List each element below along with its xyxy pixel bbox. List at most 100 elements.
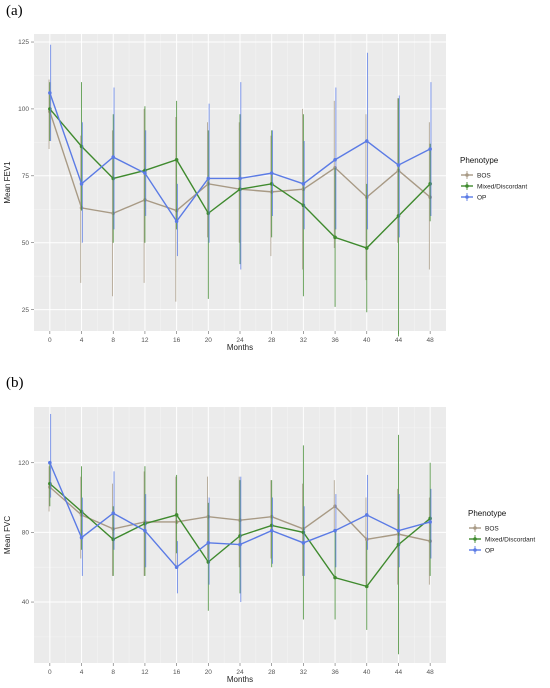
data-point	[111, 155, 116, 159]
x-tick-label: 20	[205, 337, 213, 344]
legend-label: OP	[485, 547, 494, 554]
legend-key-point	[465, 184, 469, 188]
data-point	[143, 171, 147, 175]
data-point	[428, 147, 432, 151]
x-tick-label: 48	[427, 337, 435, 344]
panel-a: (a) 0 4 8 12 16 20 24 28 32 36 40 44 48255075100125M…	[3, 3, 527, 352]
data-point	[364, 537, 369, 542]
data-point	[111, 176, 116, 181]
data-point	[269, 171, 274, 175]
data-point	[364, 139, 369, 143]
data-point	[206, 176, 211, 181]
data-point	[333, 528, 337, 533]
y-tick-label: 25	[22, 307, 30, 314]
x-tick-label: 4	[80, 337, 84, 344]
x-tick-label: 40	[363, 669, 371, 676]
data-point	[79, 535, 84, 540]
x-tick-label: 16	[173, 669, 181, 676]
data-point	[79, 182, 84, 186]
data-point	[206, 211, 211, 216]
x-tick-label: 36	[331, 669, 339, 676]
legend-key-point	[473, 548, 477, 552]
x-axis-title: Months	[227, 343, 253, 352]
x-tick-label: 8	[111, 669, 115, 676]
y-tick-label: 50	[22, 240, 30, 247]
data-point	[364, 584, 369, 589]
legend-label: BOS	[485, 525, 499, 532]
x-tick-label: 0	[48, 337, 52, 344]
data-point	[301, 541, 306, 545]
legend-title: Phenotype	[468, 509, 507, 518]
x-tick-label: 28	[268, 669, 276, 676]
data-point	[143, 521, 147, 526]
x-tick-label: 20	[205, 669, 213, 676]
x-tick-label: 44	[395, 337, 403, 344]
y-axis-title: Mean FEV1	[3, 161, 12, 204]
data-point	[301, 530, 306, 535]
x-tick-label: 24	[236, 337, 244, 344]
y-tick-label: 75	[22, 173, 30, 180]
y-tick-label: 100	[18, 106, 29, 113]
data-point	[111, 537, 116, 542]
panel-b: (b) 0 4 8 12 16 20 24 28 32 36 40 44 484080120Months…	[3, 375, 535, 684]
data-point	[301, 182, 306, 186]
data-point	[174, 565, 179, 570]
data-point	[364, 513, 369, 517]
data-point	[428, 182, 432, 186]
data-point	[396, 214, 401, 218]
data-point	[364, 246, 369, 250]
y-tick-label: 40	[22, 599, 30, 606]
legend-key-point	[465, 195, 469, 199]
legend-label: Mixed/Discordant	[477, 183, 527, 190]
data-point	[48, 460, 52, 465]
legend: Phenotype BOS Mixed/Discordant OP	[468, 509, 535, 554]
x-tick-label: 12	[141, 669, 149, 676]
panel-a-label: (a)	[6, 3, 23, 19]
x-axis-title: Months	[227, 675, 253, 684]
x-tick-label: 32	[300, 669, 308, 676]
legend-title: Phenotype	[460, 156, 499, 165]
data-point	[396, 163, 401, 167]
legend-key-point	[473, 526, 477, 530]
data-point	[333, 235, 337, 240]
series-op	[48, 44, 432, 270]
x-tick-label: 24	[236, 669, 244, 676]
x-tick-label: 40	[363, 337, 371, 344]
x-tick-label: 44	[395, 669, 403, 676]
y-tick-label: 125	[18, 39, 29, 46]
data-point	[396, 528, 401, 533]
legend-key-point	[473, 537, 477, 541]
x-tick-label: 8	[111, 337, 115, 344]
x-tick-label: 32	[300, 337, 308, 344]
y-tick-label: 120	[18, 460, 29, 467]
data-point	[111, 511, 116, 516]
data-point	[238, 542, 242, 547]
data-point	[48, 107, 52, 111]
x-tick-label: 4	[80, 669, 84, 676]
data-point	[396, 542, 401, 547]
data-point	[206, 541, 211, 545]
data-point	[48, 91, 52, 95]
data-point	[238, 187, 242, 191]
data-point	[48, 481, 52, 486]
data-point	[333, 504, 337, 509]
data-point	[238, 534, 242, 538]
panel-b-label: (b)	[6, 375, 24, 391]
data-point	[174, 219, 179, 224]
data-point	[428, 520, 432, 524]
data-point	[174, 513, 179, 517]
data-point	[206, 560, 211, 564]
legend-label: BOS	[477, 172, 491, 179]
x-tick-label: 0	[48, 669, 52, 676]
data-point	[79, 509, 84, 514]
data-point	[238, 176, 242, 181]
x-tick-label: 28	[268, 337, 276, 344]
data-point	[428, 516, 432, 521]
y-tick-label: 80	[22, 530, 30, 537]
data-point	[301, 203, 306, 208]
data-point	[79, 144, 84, 149]
data-point	[269, 182, 274, 186]
data-point	[143, 528, 147, 533]
legend-label: Mixed/Discordant	[485, 536, 535, 543]
